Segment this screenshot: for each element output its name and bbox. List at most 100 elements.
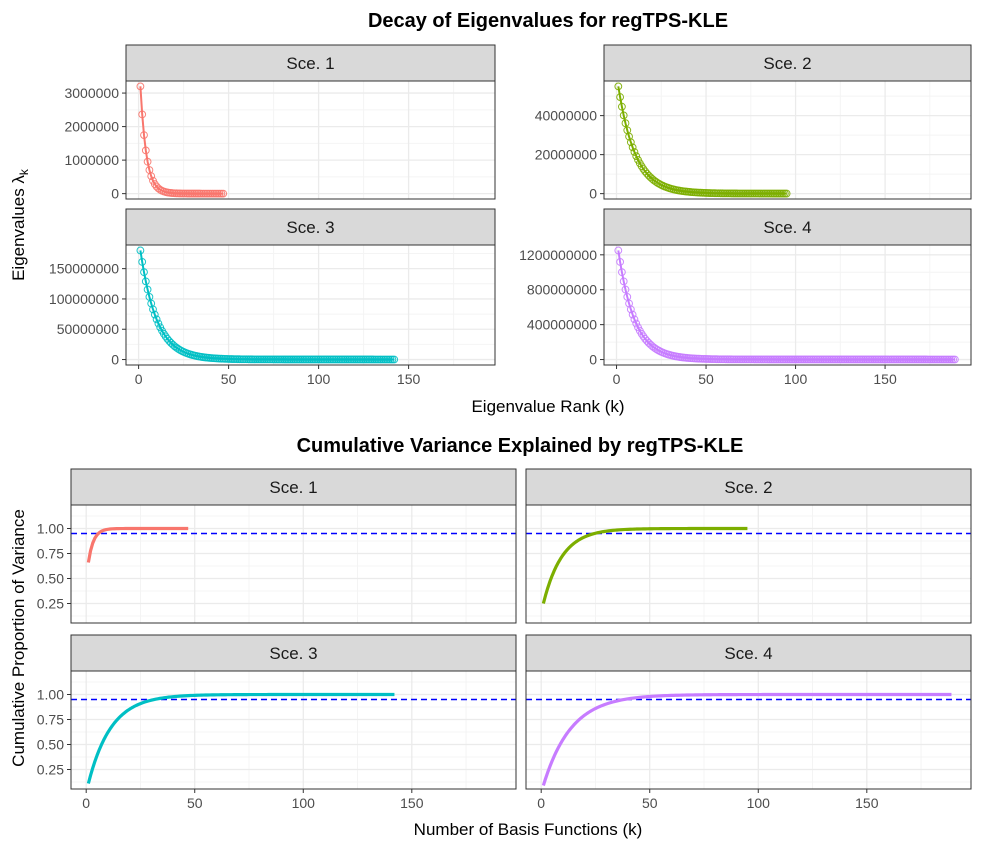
data-layer (526, 526, 971, 604)
y-tick-label: 0 (589, 352, 597, 368)
eigen-point (630, 148, 639, 156)
eigen-point (630, 315, 639, 324)
y-tick-label: 0.50 (37, 737, 64, 753)
data-layer (71, 692, 516, 784)
chart1-xlabel: Eigenvalue Rank (k) (471, 397, 624, 416)
x-tick-label: 150 (397, 371, 421, 387)
y-tick-label: 1.00 (37, 521, 64, 537)
eigen-point (141, 146, 150, 155)
eigen-point (150, 310, 159, 319)
x-tick-label: 50 (698, 371, 714, 387)
chart1-ylabel-subscript: k (17, 168, 31, 175)
data-layer (614, 82, 791, 198)
x-tick-label: 100 (292, 795, 316, 811)
eigen-point (619, 277, 628, 286)
eigen-point (614, 246, 623, 255)
axis-layer: 0 50 100 150 0.25 0.50 0.75 1.00 (37, 687, 424, 812)
chart2-panel-sce4: Sce. 4 0 50 100 150 (525, 634, 972, 811)
y-tick-label: 100000000 (49, 291, 119, 307)
y-tick-label: 400000000 (527, 317, 597, 333)
eigen-point (143, 157, 152, 166)
eigen-point (140, 131, 148, 139)
strip-label: Sce. 4 (724, 644, 772, 663)
strip-bg (603, 44, 972, 82)
cumvar-line-1 (86, 526, 189, 563)
strip-bg (70, 634, 517, 672)
eigen-point (618, 102, 626, 111)
cumvar-line-4 (541, 692, 952, 786)
cumvar-line-2 (541, 526, 748, 604)
plot-bg (525, 670, 972, 790)
plot-bg (525, 504, 972, 624)
eigen-point (621, 119, 630, 128)
y-tick-label: 0 (111, 352, 119, 368)
eigen-point (156, 185, 165, 194)
chart2-panel-sce3: Sce. 3 0 50 100 150 0.25 0.50 0.75 1.00 (37, 634, 517, 812)
plot-bg (70, 504, 517, 624)
eigen-point (149, 305, 157, 314)
x-tick-label: 50 (642, 795, 658, 811)
chart2-title: Cumulative Variance Explained by regTPS-… (297, 435, 744, 457)
eigen-point (138, 258, 147, 266)
data-layer (71, 526, 516, 563)
x-tick-label: 150 (855, 795, 879, 811)
data-layer (526, 692, 971, 786)
panel-border (603, 244, 972, 366)
strip-label: Sce. 3 (269, 644, 317, 663)
eigen-point (390, 355, 399, 364)
plot-bg (125, 80, 496, 200)
eigen-point (138, 110, 147, 119)
plot-bg (70, 670, 517, 790)
chart1-panel-sce1: Sce. 1 0 1000000 2000000 3000000 (64, 44, 496, 202)
y-tick-label: 0 (589, 186, 597, 202)
y-tick-label: 0.25 (37, 762, 64, 778)
grid-layer (126, 81, 495, 199)
y-tick-label: 0.75 (37, 712, 64, 728)
grid-layer (526, 505, 971, 623)
plot-bg (603, 80, 972, 200)
y-tick-label: 0 (111, 186, 119, 202)
strip-label: Sce. 2 (763, 54, 811, 73)
eigen-point (950, 355, 959, 364)
x-tick-label: 50 (187, 795, 203, 811)
strip-bg (603, 208, 972, 246)
x-tick-label: 150 (400, 795, 424, 811)
panel-border (125, 80, 496, 200)
strip-label: Sce. 1 (286, 54, 334, 73)
y-tick-label: 150000000 (49, 261, 119, 277)
axis-layer: 0 50 100 150 (537, 789, 879, 811)
eigen-point (614, 82, 623, 91)
data-layer (614, 246, 959, 364)
data-layer (136, 246, 399, 364)
eigen-point (147, 172, 156, 181)
chart2-panel-sce2: Sce. 2 (525, 468, 972, 624)
chart2-xlabel: Number of Basis Functions (k) (414, 820, 643, 839)
eigen-point (616, 93, 625, 101)
chart2-ylabel: Cumulative Proportion of Variance (9, 509, 28, 767)
x-tick-label: 0 (613, 371, 621, 387)
eigen-point (782, 189, 791, 198)
x-tick-label: 0 (135, 371, 143, 387)
y-tick-label: 1200000000 (519, 247, 597, 263)
eigen-point (143, 285, 152, 294)
chart1-ylabel: Eigenvalues λk (9, 168, 31, 281)
y-tick-label: 0.50 (37, 571, 64, 587)
strip-bg (525, 468, 972, 506)
x-tick-label: 50 (221, 371, 237, 387)
panel-border (603, 80, 972, 200)
cumvar-line-3 (86, 692, 395, 784)
strip-label: Sce. 4 (763, 218, 811, 237)
axis-layer: 0 50 100 150 0 400000000 800000000 1200000000 (519, 247, 897, 387)
panel-border (125, 244, 496, 366)
eigen-point (628, 310, 637, 319)
strip-label: Sce. 1 (269, 478, 317, 497)
data-layer (136, 82, 228, 198)
eigen-point (141, 277, 150, 286)
panel-border (525, 670, 972, 790)
eigen-point (219, 189, 228, 198)
eigen-point (632, 319, 641, 328)
eigen-point (152, 315, 161, 324)
eigen-point (626, 305, 635, 314)
chart1-panel-sce4: Sce. 4 0 50 100 150 0 400000000 800000000 12000… (519, 208, 972, 387)
